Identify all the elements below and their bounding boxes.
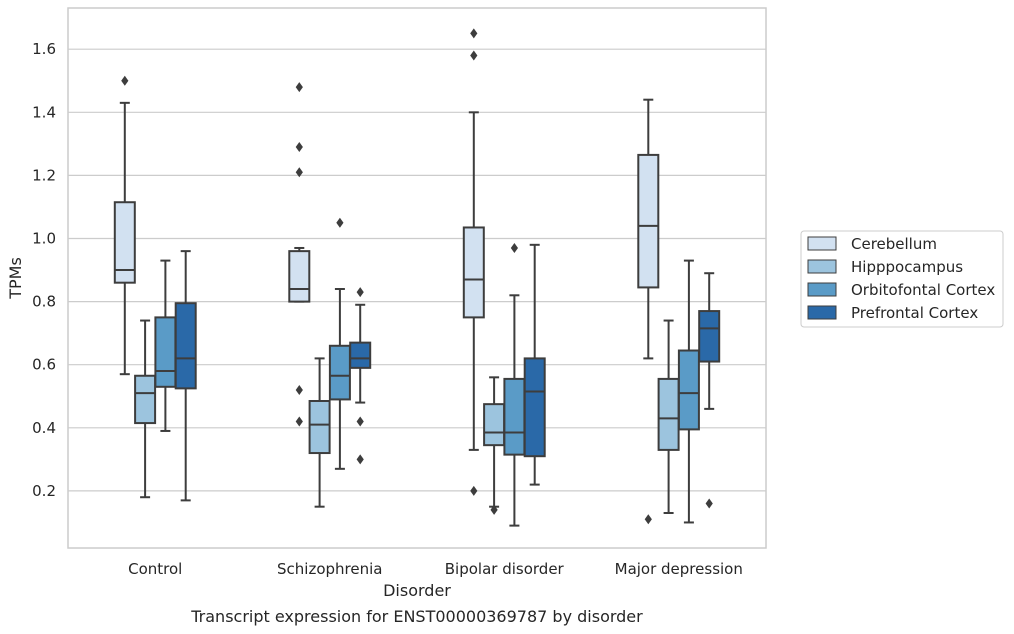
iqr-box: [462, 226, 485, 319]
y-tick-label: 0.2: [32, 482, 56, 500]
outlier-point: [121, 75, 129, 86]
box-0-1: [288, 82, 311, 427]
x-axis-label: Disorder: [383, 581, 451, 600]
legend-swatch: [807, 305, 837, 320]
outlier-point: [490, 504, 498, 515]
box-1-3: [657, 319, 680, 514]
outlier-point: [470, 485, 478, 496]
box-0-3: [637, 98, 660, 525]
box-1-0: [134, 319, 157, 499]
legend-swatch: [807, 236, 837, 251]
box-3-0: [174, 250, 197, 502]
iqr-box: [308, 399, 331, 455]
y-tick-labels: 0.2 0.4 0.6 0.8 1.0 1.2 1.4 1.6: [32, 40, 56, 500]
outlier-point: [295, 416, 303, 427]
plot-frame: [67, 7, 767, 549]
iqr-box: [677, 349, 700, 431]
iqr-box: [174, 302, 197, 390]
outlier-point: [644, 514, 652, 525]
box-3-2: [523, 243, 546, 486]
outlier-point: [295, 142, 303, 153]
box-1-1: [308, 357, 331, 508]
iqr-box: [328, 344, 351, 401]
iqr-box: [637, 153, 660, 289]
iqr-box: [657, 377, 680, 451]
x-tick-label: Schizophrenia: [277, 560, 382, 578]
iqr-box: [483, 403, 506, 447]
legend-swatch: [807, 259, 837, 274]
outlier-point: [295, 384, 303, 395]
iqr-box: [349, 341, 372, 369]
box-1-2: [483, 376, 506, 515]
boxes: [113, 28, 721, 527]
legend-frame: [800, 230, 1004, 328]
legend-label: Orbitofontal Cortex: [851, 281, 995, 299]
box-0-2: [462, 28, 485, 496]
box-3-3: [698, 272, 721, 509]
box-2-1: [328, 217, 351, 470]
legend-label: Cerebellum: [851, 235, 937, 253]
iqr-box: [113, 201, 136, 284]
x-tick-label: Control: [128, 560, 182, 578]
y-tick-label: 1.6: [32, 40, 56, 58]
outlier-point: [470, 28, 478, 39]
legend-label: Prefrontal Cortex: [851, 304, 978, 322]
y-tick-label: 1.2: [32, 166, 56, 184]
legend: Cerebellum Hipppocampus Orbitofontal Corte…: [800, 230, 1004, 328]
x-tick-labels: Control Schizophrenia Bipolar disorder Majo…: [128, 560, 743, 578]
y-axis-label: TPMs: [6, 257, 25, 300]
iqr-box: [523, 357, 546, 458]
chart-caption: Transcript expression for ENST0000036978…: [190, 607, 643, 626]
outlier-point: [356, 454, 364, 465]
y-tick-label: 1.0: [32, 230, 56, 248]
y-tick-label: 0.4: [32, 419, 56, 437]
box-2-0: [154, 259, 177, 432]
iqr-box: [698, 310, 721, 363]
box-0-0: [113, 75, 136, 376]
box-2-2: [503, 242, 526, 527]
outlier-point: [356, 287, 364, 298]
outlier-point: [336, 217, 344, 228]
legend-label: Hipppocampus: [851, 258, 963, 276]
outlier-point: [470, 50, 478, 61]
box-2-3: [677, 259, 700, 524]
outlier-point: [705, 498, 713, 509]
outlier-point: [295, 82, 303, 93]
outlier-point: [295, 167, 303, 178]
legend-swatch: [807, 282, 837, 297]
y-tick-label: 1.4: [32, 103, 56, 121]
iqr-box: [503, 377, 526, 456]
y-tick-label: 0.6: [32, 356, 56, 374]
x-tick-label: Bipolar disorder: [445, 560, 565, 578]
box-3-1: [349, 287, 372, 465]
outlier-point: [510, 242, 518, 253]
y-tick-label: 0.8: [32, 293, 56, 311]
x-tick-label: Major depression: [615, 560, 743, 578]
iqr-box: [288, 250, 311, 303]
iqr-box: [154, 316, 177, 388]
iqr-box: [134, 374, 157, 425]
outlier-point: [356, 416, 364, 427]
